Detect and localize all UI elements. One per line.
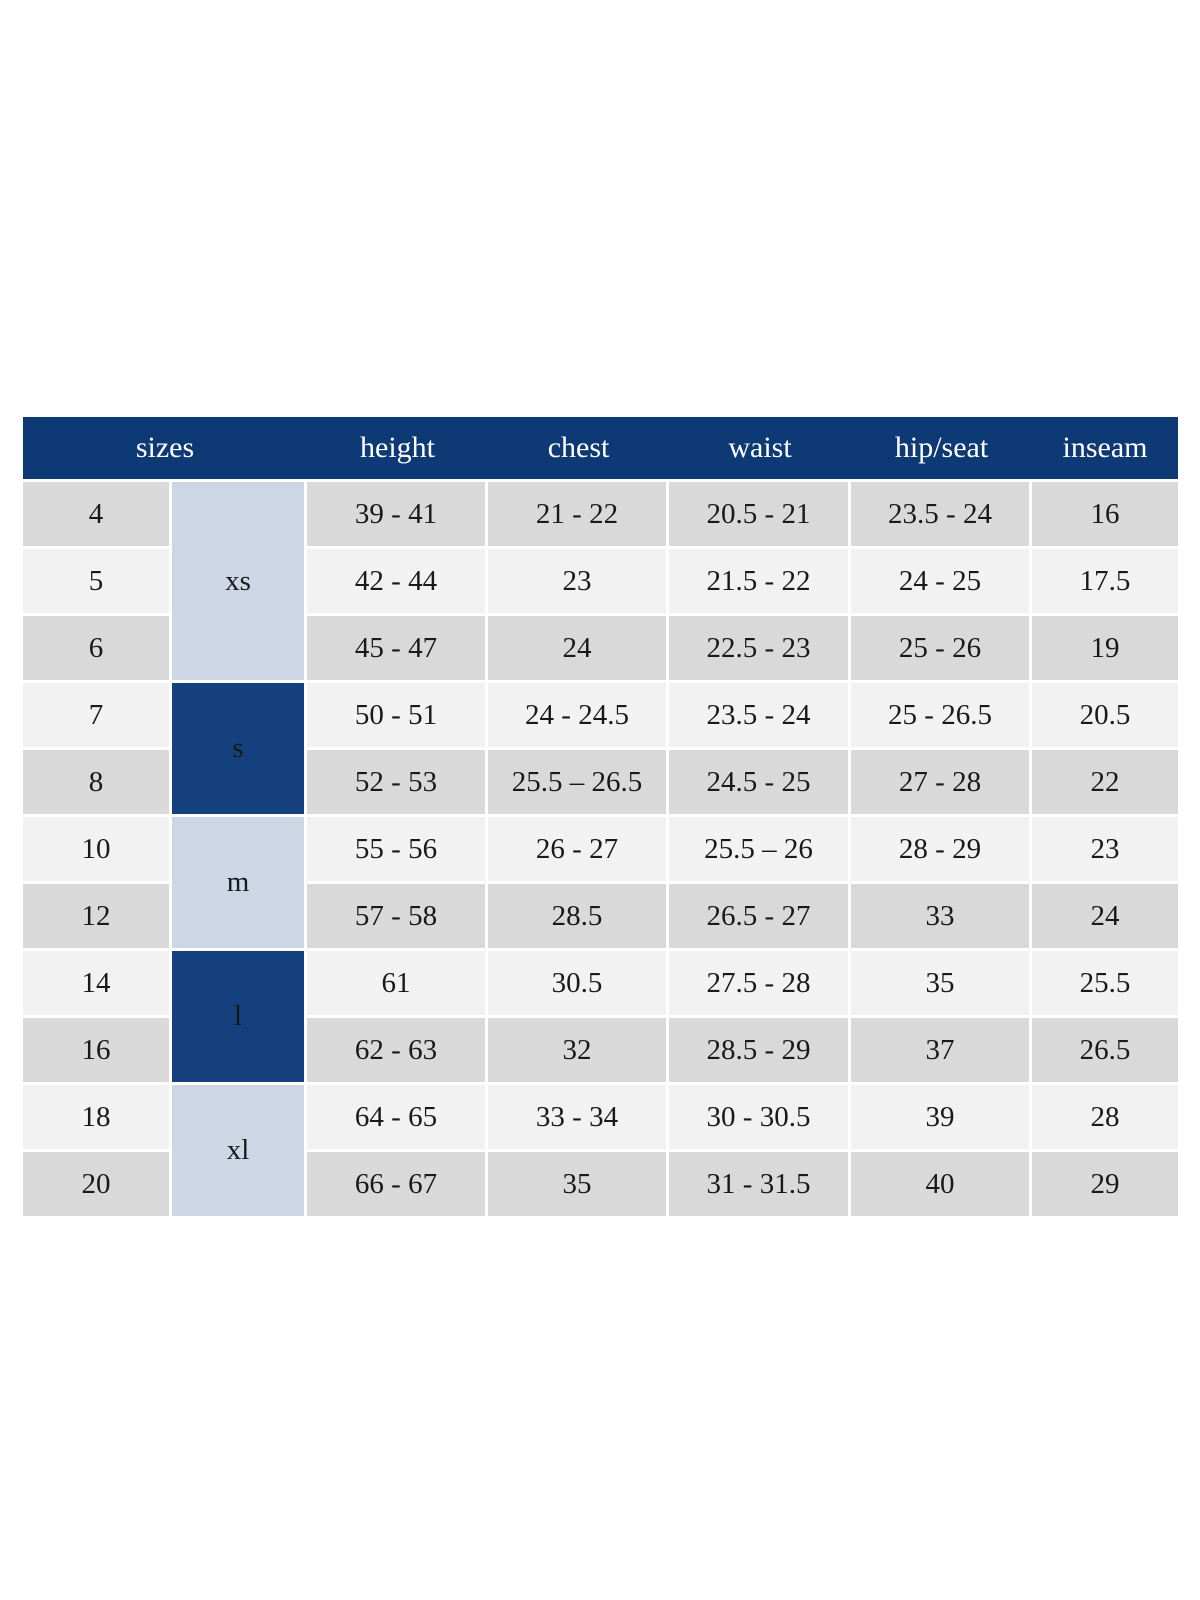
waist-cell: 22.5 - 23 [669, 616, 852, 683]
inseam-cell: 24 [1032, 884, 1179, 951]
header-chest: chest [488, 417, 670, 482]
header-sizes: sizes [23, 417, 308, 482]
chest-cell: 24 [488, 616, 670, 683]
table-row: 4 xs 39 - 41 21 - 22 20.5 - 21 23.5 - 24… [23, 482, 1179, 683]
hip-seat-cell: 25 - 26.5 [851, 683, 1033, 750]
size-number-cell: 18 [23, 1085, 172, 1152]
waist-cell: 24.5 - 25 [669, 750, 852, 817]
table-row: 8 52 - 53 25.5 – 26.5 24.5 - 25 27 - 28 … [23, 750, 1179, 817]
table-row: 12 57 - 58 28.5 26.5 - 27 33 24 [23, 884, 1179, 951]
inseam-cell: 23 [1032, 817, 1179, 884]
inseam-cell: 20.5 [1032, 683, 1179, 750]
height-cell: 66 - 67 [307, 1152, 489, 1219]
hip-seat-cell: 37 [851, 1018, 1033, 1085]
inseam-cell: 19 [1032, 616, 1179, 683]
table-row: 20 66 - 67 35 31 - 31.5 40 29 [23, 1152, 1179, 1219]
height-cell: 64 - 65 [307, 1085, 489, 1152]
waist-cell: 20.5 - 21 [669, 482, 852, 549]
height-cell: 45 - 47 [307, 616, 489, 683]
chest-cell: 21 - 22 [488, 482, 670, 549]
table-row: 6 45 - 47 24 22.5 - 23 25 - 26 19 [23, 616, 1179, 683]
chest-cell: 32 [488, 1018, 670, 1085]
table-row: 18 xl 64 - 65 33 - 34 30 - 30.5 39 28 [23, 1085, 1179, 1219]
chest-cell: 25.5 – 26.5 [488, 750, 670, 817]
size-group-cell-m: m [172, 817, 308, 951]
hip-seat-cell: 27 - 28 [851, 750, 1033, 817]
table-row: 5 42 - 44 23 21.5 - 22 24 - 25 17.5 [23, 549, 1179, 616]
height-cell: 62 - 63 [307, 1018, 489, 1085]
chest-cell: 28.5 [488, 884, 670, 951]
size-number-cell: 12 [23, 884, 172, 951]
height-cell: 61 [307, 951, 489, 1018]
waist-cell: 26.5 - 27 [669, 884, 852, 951]
inseam-cell: 16 [1032, 482, 1179, 549]
inseam-cell: 28 [1032, 1085, 1179, 1152]
inseam-cell: 25.5 [1032, 951, 1179, 1018]
waist-cell: 30 - 30.5 [669, 1085, 852, 1152]
height-cell: 50 - 51 [307, 683, 489, 750]
chest-cell: 23 [488, 549, 670, 616]
waist-cell: 25.5 – 26 [669, 817, 852, 884]
height-cell: 39 - 41 [307, 482, 489, 549]
waist-cell: 21.5 - 22 [669, 549, 852, 616]
chest-cell: 30.5 [488, 951, 670, 1018]
hip-seat-cell: 39 [851, 1085, 1033, 1152]
waist-cell: 28.5 - 29 [669, 1018, 852, 1085]
size-number-cell: 6 [23, 616, 172, 683]
waist-cell: 23.5 - 24 [669, 683, 852, 750]
size-number-cell: 4 [23, 482, 172, 549]
inseam-cell: 22 [1032, 750, 1179, 817]
header-waist: waist [669, 417, 852, 482]
size-number-cell: 8 [23, 750, 172, 817]
size-number-cell: 7 [23, 683, 172, 750]
size-group-cell-xs: xs [172, 482, 308, 683]
inseam-cell: 17.5 [1032, 549, 1179, 616]
header-inseam: inseam [1032, 417, 1179, 482]
header-height: height [307, 417, 489, 482]
size-group-cell-s: s [172, 683, 308, 817]
hip-seat-cell: 28 - 29 [851, 817, 1033, 884]
chest-cell: 35 [488, 1152, 670, 1219]
height-cell: 42 - 44 [307, 549, 489, 616]
table-row: 10 m 55 - 56 26 - 27 25.5 – 26 28 - 29 2… [23, 817, 1179, 951]
height-cell: 57 - 58 [307, 884, 489, 951]
header-row: sizes height chest waist hip/seat inseam [23, 417, 1179, 482]
size-chart-table: sizes height chest waist hip/seat inseam… [23, 417, 1179, 1219]
hip-seat-cell: 35 [851, 951, 1033, 1018]
size-chart: sizes height chest waist hip/seat inseam… [23, 417, 1179, 1219]
size-group-cell-l: l [172, 951, 308, 1085]
size-number-cell: 5 [23, 549, 172, 616]
size-group-cell-xl: xl [172, 1085, 308, 1219]
chest-cell: 26 - 27 [488, 817, 670, 884]
chest-cell: 24 - 24.5 [488, 683, 670, 750]
table-row: 16 62 - 63 32 28.5 - 29 37 26.5 [23, 1018, 1179, 1085]
inseam-cell: 26.5 [1032, 1018, 1179, 1085]
hip-seat-cell: 40 [851, 1152, 1033, 1219]
size-number-cell: 10 [23, 817, 172, 884]
hip-seat-cell: 33 [851, 884, 1033, 951]
table-row: 7 s 50 - 51 24 - 24.5 23.5 - 24 25 - 26.… [23, 683, 1179, 817]
height-cell: 52 - 53 [307, 750, 489, 817]
chest-cell: 33 - 34 [488, 1085, 670, 1152]
hip-seat-cell: 25 - 26 [851, 616, 1033, 683]
hip-seat-cell: 23.5 - 24 [851, 482, 1033, 549]
inseam-cell: 29 [1032, 1152, 1179, 1219]
waist-cell: 27.5 - 28 [669, 951, 852, 1018]
header-hip-seat: hip/seat [851, 417, 1033, 482]
height-cell: 55 - 56 [307, 817, 489, 884]
size-number-cell: 20 [23, 1152, 172, 1219]
size-number-cell: 14 [23, 951, 172, 1018]
table-row: 14 l 61 30.5 27.5 - 28 35 25.5 [23, 951, 1179, 1085]
waist-cell: 31 - 31.5 [669, 1152, 852, 1219]
hip-seat-cell: 24 - 25 [851, 549, 1033, 616]
size-number-cell: 16 [23, 1018, 172, 1085]
